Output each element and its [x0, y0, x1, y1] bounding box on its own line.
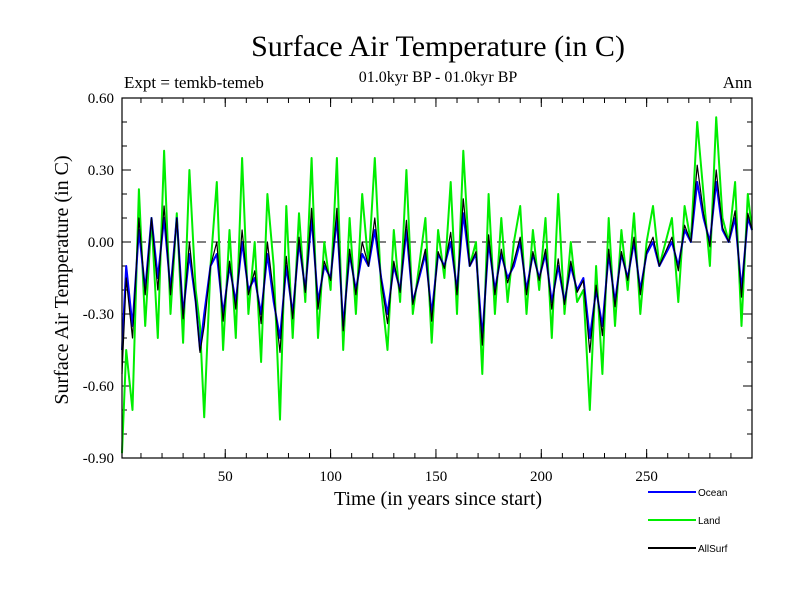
plot-frame [121, 97, 753, 459]
chart-title: Surface Air Temperature (in C) [251, 30, 625, 63]
plot-border [121, 97, 753, 459]
y-tick-label: -0.90 [83, 451, 114, 467]
series-line-allsurf [121, 164, 753, 375]
y-tick-label: 0.00 [88, 235, 114, 251]
right-annotation: Ann [723, 73, 753, 92]
legend: Ocean Land AllSurf [648, 488, 728, 555]
x-tick-label: 100 [319, 469, 342, 485]
y-tick-label: 0.30 [88, 163, 114, 179]
x-tick-label: 250 [635, 469, 658, 485]
data-series [121, 116, 753, 454]
x-tick-label: 150 [425, 469, 448, 485]
legend-label-land: Land [698, 516, 720, 527]
y-axis-label: Surface Air Temperature (in C) [51, 155, 73, 404]
legend-label-ocean: Ocean [698, 488, 727, 499]
y-tick-label: 0.60 [88, 91, 114, 107]
y-tick-label: -0.30 [83, 307, 114, 323]
series-line-land [121, 116, 753, 454]
x-axis-label: Time (in years since start) [334, 488, 542, 510]
x-tick-label: 200 [530, 469, 553, 485]
x-tick-label: 50 [218, 469, 233, 485]
left-annotation: Expt = temkb-temeb [124, 73, 264, 92]
legend-label-allsurf: AllSurf [698, 544, 728, 555]
y-tick-label: -0.60 [83, 379, 114, 395]
chart-subtitle: 01.0kyr BP - 01.0kyr BP [359, 69, 518, 86]
